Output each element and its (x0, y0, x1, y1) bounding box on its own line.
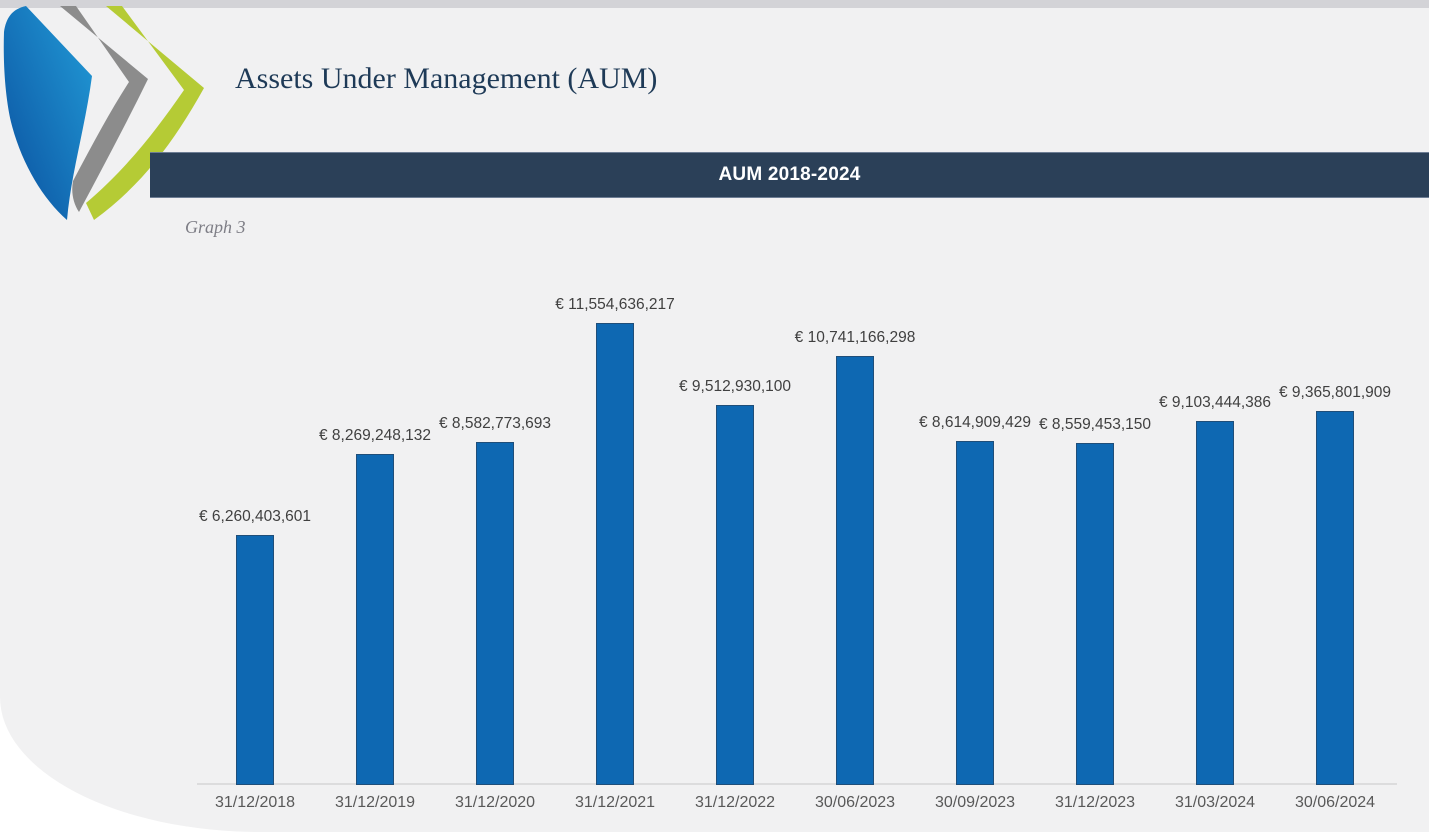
bar-date-label: 30/06/2023 (814, 794, 896, 811)
logo-blue-swoosh (3, 6, 92, 220)
bar-value-label: € 9,103,444,386 (1158, 394, 1272, 411)
bar-date-label: 31/12/2022 (694, 794, 776, 811)
bar-date-label: 31/12/2018 (214, 794, 296, 811)
logo-gray-swoosh (60, 6, 148, 212)
bar-date-label: 31/12/2021 (574, 794, 656, 811)
bar-date-label: 30/09/2023 (934, 794, 1016, 811)
bar (356, 454, 394, 785)
bar-value-label: € 8,582,773,693 (438, 415, 552, 432)
bar-value-label: € 8,614,909,429 (918, 414, 1032, 431)
bar-date-label: 31/12/2020 (454, 794, 536, 811)
graph-caption: Graph 3 (185, 217, 246, 237)
x-axis-line (197, 783, 1397, 785)
bar-date-label: 31/03/2024 (1174, 794, 1256, 811)
bar (956, 441, 994, 785)
bar-date-label: 30/06/2024 (1294, 794, 1376, 811)
bar-value-label: € 9,512,930,100 (678, 378, 792, 395)
triple-chevron-logo-icon (3, 6, 204, 220)
banner-title: AUM 2018-2024 (718, 164, 861, 185)
bar (1076, 443, 1114, 785)
bar-value-label: € 10,741,166,298 (794, 329, 916, 346)
bar (476, 442, 514, 785)
bar (596, 323, 634, 785)
page-title: Assets Under Management (AUM) (235, 62, 658, 95)
bar-date-label: 31/12/2023 (1054, 794, 1136, 811)
bar-date-label: 31/12/2019 (334, 794, 416, 811)
bar (1316, 411, 1354, 785)
section-banner: AUM 2018-2024 (150, 152, 1429, 198)
bar (1196, 421, 1234, 785)
bar (836, 356, 874, 785)
bar (236, 535, 274, 785)
bar-value-label: € 8,559,453,150 (1038, 416, 1152, 433)
bar-value-label: € 8,269,248,132 (318, 427, 432, 444)
logo-green-swoosh (86, 6, 204, 220)
bar (716, 405, 754, 785)
bar-value-label: € 9,365,801,909 (1278, 384, 1392, 401)
bar-value-label: € 6,260,403,601 (198, 508, 312, 525)
bar-value-label: € 11,554,636,217 (555, 296, 675, 313)
top-strip (0, 0, 1429, 8)
